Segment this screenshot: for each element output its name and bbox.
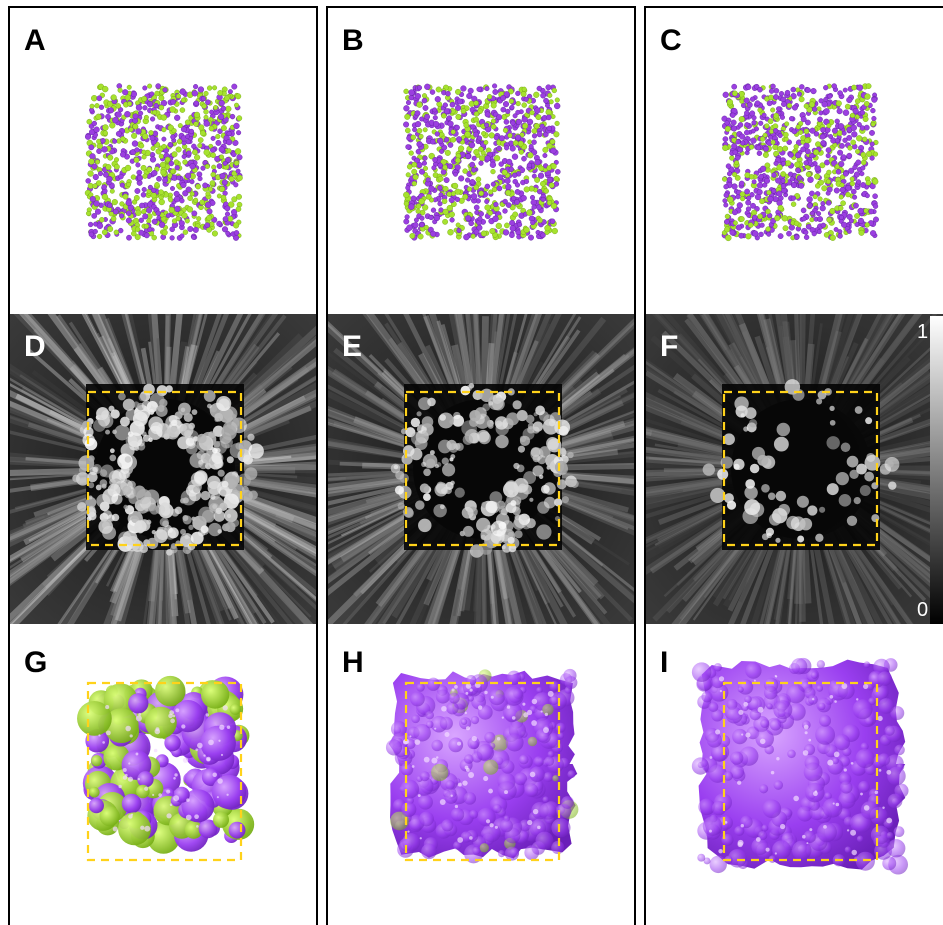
panel-g: G (10, 624, 316, 925)
particle-cloud-a (84, 83, 243, 241)
colorbar-min-label: 0 (917, 599, 929, 621)
density-map-d (10, 314, 316, 624)
panel-e: E (328, 314, 634, 624)
panel-f: F (646, 314, 943, 624)
density-map-e (328, 314, 634, 624)
panel-b: B (328, 8, 634, 314)
colorbar (930, 316, 943, 624)
panel-c: C (646, 8, 943, 314)
panel-label-a: A (24, 24, 46, 57)
panel-h: H (328, 624, 634, 925)
density-map-f (646, 314, 943, 624)
panel-d: D (10, 314, 316, 624)
column-3: C F I (644, 6, 943, 925)
panel-label-e: E (342, 330, 363, 363)
panel-label-c: C (660, 24, 682, 57)
particle-cloud-c (721, 83, 879, 242)
panel-label-h: H (342, 646, 364, 679)
isosurface-i (691, 657, 909, 875)
column-2: B E H (326, 6, 636, 925)
panel-label-g: G (24, 646, 48, 679)
column-1: A D G (8, 6, 318, 925)
panel-a: A (10, 8, 316, 314)
panel-label-b: B (342, 24, 364, 57)
isosurface-h (385, 668, 579, 864)
particle-cloud-b (403, 83, 561, 241)
panel-label-d: D (24, 330, 46, 363)
isosurface-g (77, 675, 255, 862)
colorbar-max-label: 1 (917, 321, 929, 343)
panel-label-i: I (660, 646, 669, 679)
panel-i: I (646, 624, 943, 925)
panel-label-f: F (660, 330, 679, 363)
